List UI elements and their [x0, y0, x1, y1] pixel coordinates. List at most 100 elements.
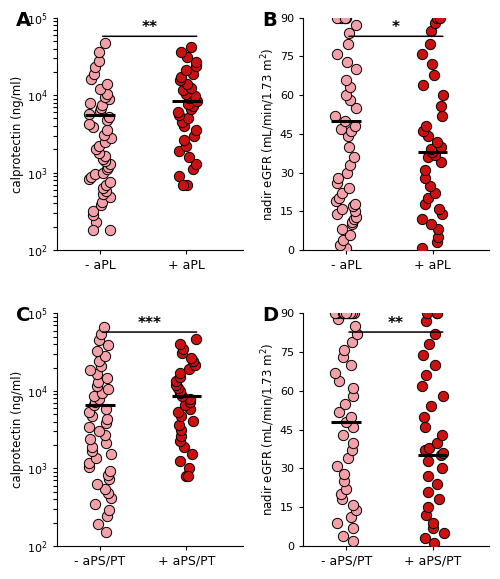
- Point: [428, 60, 436, 69]
- Point: [430, 70, 438, 79]
- Point: [90, 63, 98, 72]
- Point: [176, 368, 184, 378]
- Point: [88, 122, 96, 131]
- Point: [438, 451, 446, 460]
- Point: [102, 115, 110, 124]
- Point: [176, 340, 184, 349]
- Point: [349, 438, 357, 447]
- Point: [346, 96, 354, 105]
- Point: [348, 337, 356, 346]
- Point: [180, 344, 188, 353]
- Point: [107, 133, 115, 142]
- Point: [182, 79, 190, 89]
- Point: [178, 348, 186, 357]
- Point: [100, 189, 108, 199]
- Point: [426, 443, 434, 452]
- Point: [336, 194, 344, 203]
- Point: [422, 317, 430, 326]
- Point: [182, 65, 190, 75]
- Point: [100, 168, 108, 177]
- Point: [190, 131, 198, 140]
- Point: [333, 178, 341, 188]
- Point: [102, 180, 110, 189]
- Point: [102, 512, 110, 521]
- Point: [178, 392, 186, 401]
- Point: [338, 494, 346, 504]
- Point: [348, 219, 356, 229]
- Point: [176, 456, 184, 466]
- Point: [106, 193, 114, 202]
- Point: [94, 378, 102, 387]
- Point: [94, 519, 102, 529]
- Point: [333, 13, 341, 23]
- Point: [424, 471, 432, 481]
- Point: [344, 453, 352, 463]
- Point: [93, 346, 101, 356]
- Point: [98, 197, 106, 207]
- Point: [336, 490, 344, 499]
- Point: [184, 114, 192, 123]
- Point: [418, 49, 426, 58]
- Point: [92, 479, 100, 489]
- Point: [87, 173, 95, 182]
- Point: [342, 57, 350, 66]
- Point: [351, 322, 359, 331]
- Point: [94, 141, 102, 151]
- Point: [420, 350, 428, 360]
- Point: [424, 487, 432, 496]
- Point: [90, 206, 98, 215]
- Point: [350, 384, 358, 393]
- Y-axis label: nadir eGFR (mL/min/1.73 m$^2$): nadir eGFR (mL/min/1.73 m$^2$): [260, 343, 277, 516]
- Point: [418, 80, 426, 90]
- Point: [350, 152, 358, 162]
- Point: [426, 145, 434, 154]
- Point: [346, 309, 354, 318]
- Point: [344, 28, 352, 38]
- Point: [174, 108, 182, 117]
- Point: [342, 417, 349, 427]
- Point: [345, 184, 353, 193]
- Point: [424, 340, 432, 349]
- Point: [192, 61, 200, 71]
- Point: [424, 194, 432, 203]
- Point: [342, 168, 350, 177]
- Point: [426, 402, 434, 411]
- Point: [189, 101, 197, 111]
- Point: [340, 345, 348, 354]
- Point: [342, 90, 350, 100]
- Point: [102, 527, 110, 537]
- Point: [189, 357, 197, 366]
- Point: [420, 533, 428, 543]
- Point: [105, 95, 113, 104]
- Point: [100, 323, 108, 332]
- Point: [426, 181, 434, 190]
- Point: [176, 386, 184, 395]
- Point: [423, 309, 431, 318]
- Point: [176, 373, 184, 382]
- Point: [438, 430, 446, 439]
- Point: [434, 233, 442, 242]
- Point: [334, 518, 342, 527]
- Point: [107, 450, 115, 459]
- Point: [422, 122, 430, 131]
- Text: **: **: [142, 20, 158, 35]
- Point: [428, 147, 436, 156]
- Point: [182, 89, 190, 98]
- Point: [192, 361, 200, 370]
- Point: [348, 309, 356, 318]
- Point: [106, 226, 114, 235]
- Point: [88, 411, 96, 420]
- Point: [193, 96, 201, 105]
- Point: [191, 91, 199, 101]
- Point: [336, 124, 344, 133]
- Point: [178, 118, 186, 127]
- Point: [86, 434, 94, 444]
- Point: [90, 391, 98, 401]
- Point: [188, 416, 196, 426]
- Point: [350, 201, 358, 211]
- Point: [339, 309, 347, 318]
- Point: [102, 438, 110, 447]
- Point: [95, 47, 103, 57]
- Point: [418, 381, 426, 390]
- Point: [424, 503, 432, 512]
